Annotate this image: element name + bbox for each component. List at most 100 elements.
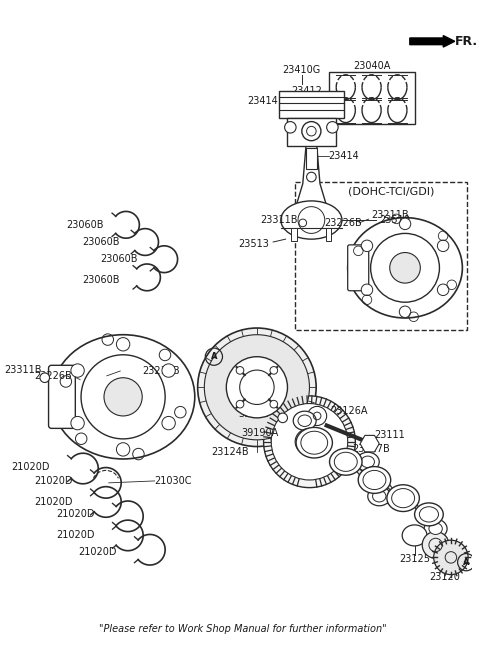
Circle shape [198,328,316,447]
Bar [306,148,317,170]
FancyBboxPatch shape [348,245,369,291]
Text: 23060B: 23060B [100,254,137,264]
Ellipse shape [392,489,415,508]
Polygon shape [348,460,391,506]
Text: A: A [211,352,217,361]
Ellipse shape [424,519,447,538]
Circle shape [308,407,327,426]
Ellipse shape [420,507,439,522]
Ellipse shape [372,491,386,502]
Ellipse shape [293,411,316,430]
Text: 21020D: 21020D [78,547,117,556]
Bar [287,118,336,147]
Circle shape [299,219,307,227]
Text: 21030C: 21030C [155,476,192,486]
Text: 21020D: 21020D [34,476,72,486]
Text: 23111: 23111 [374,430,405,440]
Text: 39190A: 39190A [241,428,279,438]
Circle shape [236,400,244,408]
Circle shape [270,400,277,408]
Circle shape [361,284,372,296]
Circle shape [327,122,338,133]
Circle shape [117,338,130,351]
Circle shape [437,284,449,296]
Circle shape [437,240,449,252]
Ellipse shape [334,452,357,471]
Ellipse shape [429,523,442,534]
Circle shape [117,443,130,456]
Text: 23127B: 23127B [352,444,390,455]
Ellipse shape [356,452,379,471]
Text: "Please refer to Work Shop Manual for further information": "Please refer to Work Shop Manual for fu… [99,624,386,634]
Text: 23311B: 23311B [261,215,298,225]
Ellipse shape [295,428,324,455]
Circle shape [240,370,274,405]
Circle shape [434,540,468,575]
Polygon shape [356,452,400,498]
Ellipse shape [415,503,443,526]
Text: 23410G: 23410G [283,65,321,75]
Text: 39191: 39191 [239,409,269,419]
Text: 23060B: 23060B [83,237,120,247]
Circle shape [71,364,84,377]
Text: 23060B: 23060B [83,275,120,285]
Ellipse shape [387,485,420,512]
Circle shape [271,403,348,480]
Ellipse shape [330,449,362,475]
Ellipse shape [298,415,312,426]
Text: 21020D: 21020D [11,462,49,472]
Text: 23311B: 23311B [4,365,42,375]
Circle shape [278,413,288,422]
Text: 23226B: 23226B [324,218,361,228]
Bar [329,72,415,124]
Polygon shape [294,139,329,212]
Circle shape [104,378,142,416]
Bar [279,91,344,118]
Circle shape [399,218,411,229]
Text: 21020D: 21020D [56,530,95,541]
Circle shape [302,122,321,141]
Bar [326,228,332,241]
Ellipse shape [348,217,462,318]
Text: 24340: 24340 [439,556,469,566]
Ellipse shape [368,487,391,506]
Text: 23510: 23510 [379,215,410,225]
FancyArrow shape [410,35,455,47]
Ellipse shape [358,466,391,493]
Circle shape [71,417,84,430]
Polygon shape [293,411,340,459]
Ellipse shape [402,525,427,546]
Circle shape [399,306,411,317]
Circle shape [270,367,277,374]
Circle shape [204,334,310,440]
Circle shape [264,396,355,487]
Text: 23211B: 23211B [372,210,409,220]
Ellipse shape [281,201,342,239]
FancyBboxPatch shape [48,365,75,428]
Text: A: A [463,558,469,567]
Text: 23211B: 23211B [142,366,180,376]
Circle shape [40,373,49,382]
Text: 23040A: 23040A [353,61,390,71]
Circle shape [162,364,175,377]
Text: 23414: 23414 [329,151,360,161]
Ellipse shape [361,456,374,468]
Text: 23414: 23414 [247,95,278,106]
Circle shape [285,122,296,133]
Text: (DOHC-TCI/GDI): (DOHC-TCI/GDI) [348,187,434,196]
Text: 23126A: 23126A [331,406,368,416]
Polygon shape [405,495,447,538]
Text: FR.: FR. [455,35,478,48]
Text: 23125: 23125 [399,555,430,564]
Text: 23412: 23412 [291,86,322,96]
Bar [295,182,467,330]
Text: 21020D: 21020D [56,509,95,520]
Circle shape [361,240,372,252]
Circle shape [422,532,449,558]
Ellipse shape [51,334,195,459]
Circle shape [162,417,175,430]
Ellipse shape [296,428,333,458]
Ellipse shape [363,470,386,489]
Bar [291,228,297,241]
Circle shape [390,252,420,283]
